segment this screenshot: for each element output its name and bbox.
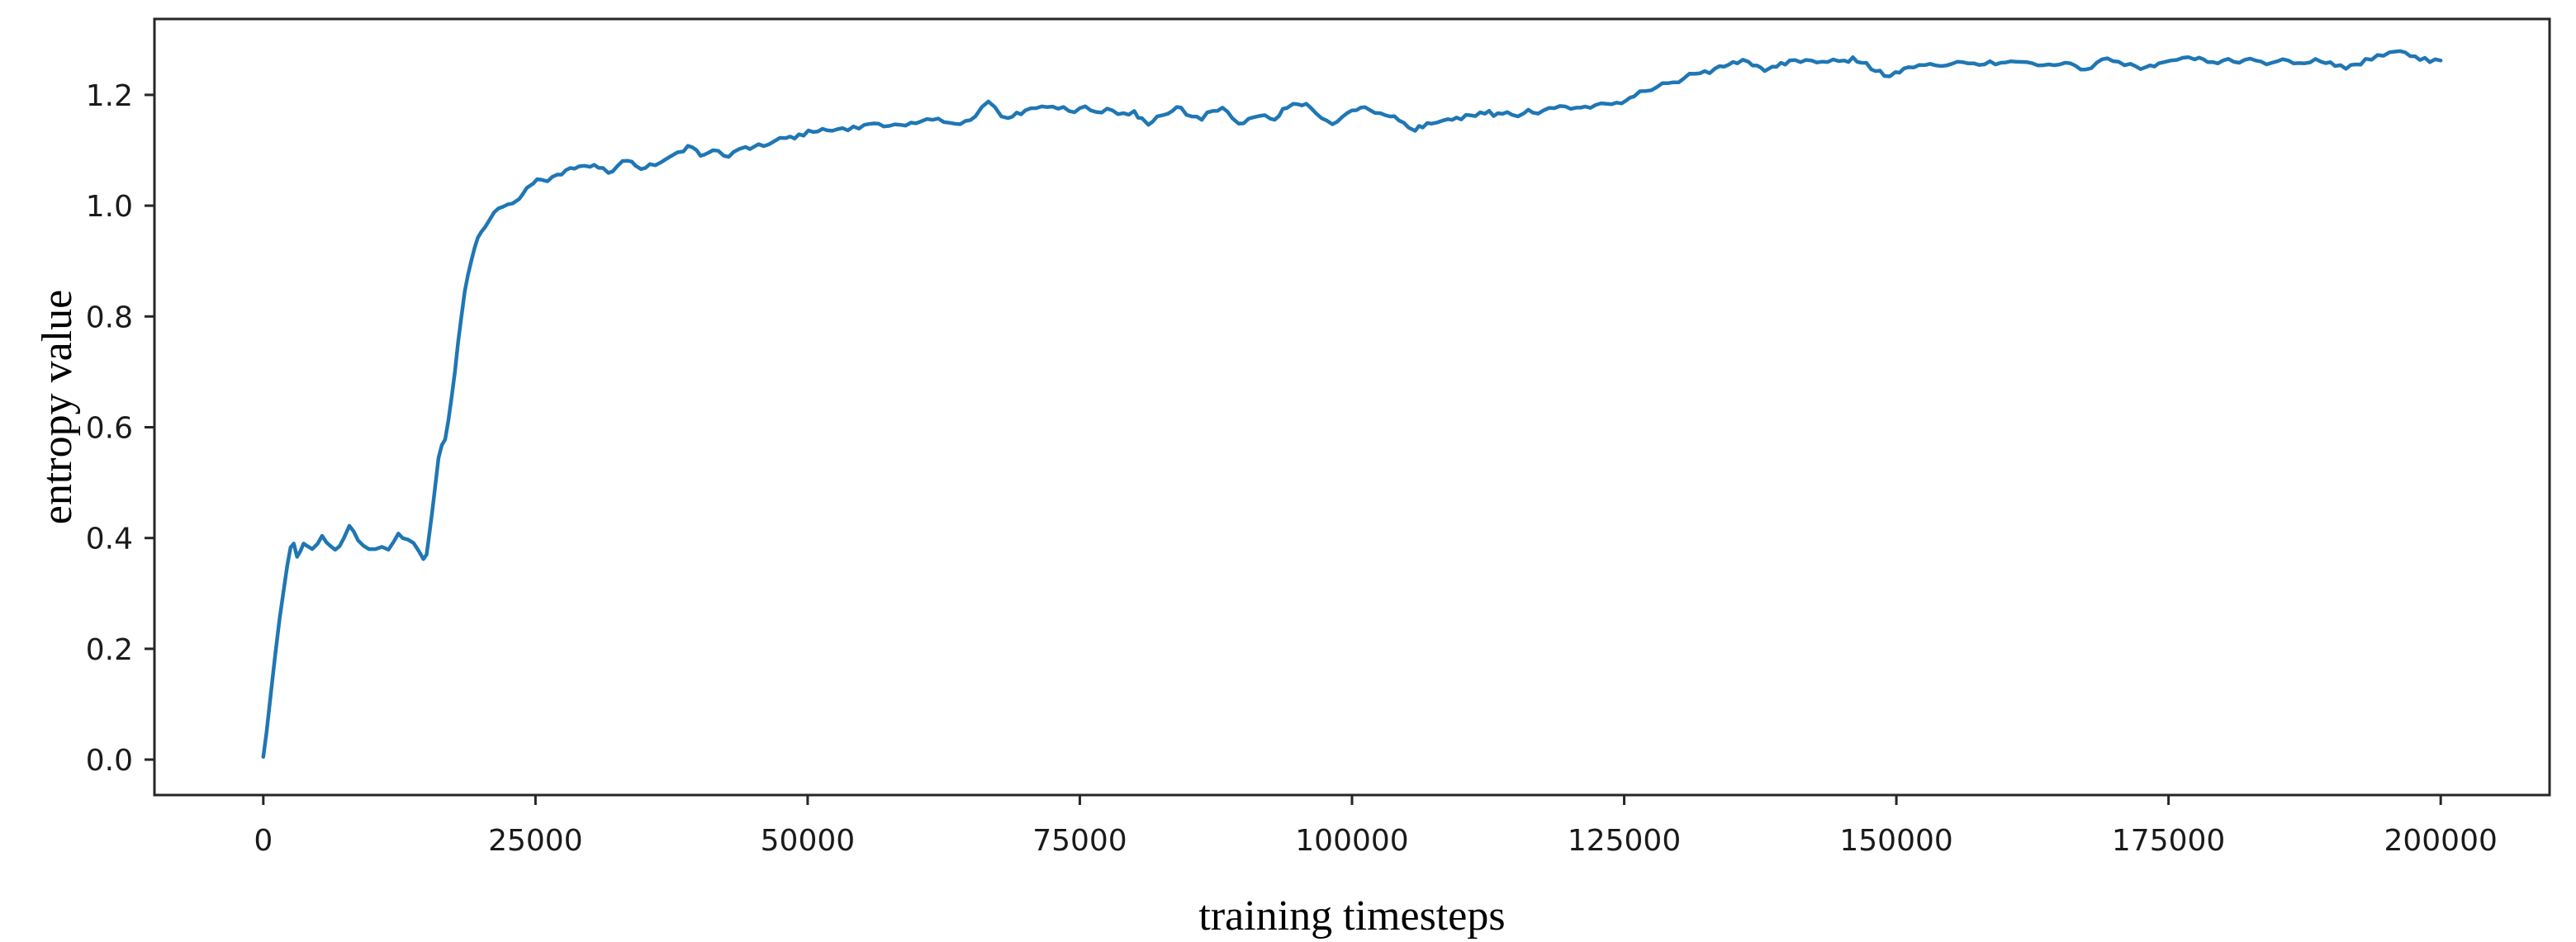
x-tick-label: 75000 bbox=[1032, 824, 1127, 858]
x-tick-label: 100000 bbox=[1295, 824, 1408, 858]
y-axis-ticks: 0.0 0.2 0.4 0.6 0.8 1.0 1.2 bbox=[86, 79, 154, 778]
y-tick-label: 0.4 bbox=[86, 523, 133, 556]
x-tick-label: 150000 bbox=[1839, 824, 1952, 858]
x-tick-label: 50000 bbox=[761, 824, 856, 858]
x-tick-label: 200000 bbox=[2384, 824, 2497, 858]
y-tick-label: 0.6 bbox=[86, 411, 133, 445]
x-tick-label: 125000 bbox=[1568, 824, 1681, 858]
x-axis-label: training timesteps bbox=[1198, 892, 1505, 940]
x-tick-label: 25000 bbox=[488, 824, 583, 858]
x-axis-ticks: 0 25000 50000 75000 100000 125000 150000 175000… bbox=[254, 795, 2498, 858]
x-tick-label: 175000 bbox=[2112, 824, 2225, 858]
y-tick-label: 1.0 bbox=[86, 190, 133, 224]
y-tick-label: 1.2 bbox=[86, 79, 133, 113]
y-tick-label: 0.0 bbox=[86, 744, 133, 778]
plot-border bbox=[153, 17, 2551, 797]
y-tick-label: 0.8 bbox=[86, 301, 133, 334]
series-line bbox=[261, 49, 2443, 759]
x-tick-label: 0 bbox=[254, 824, 273, 858]
plot-background bbox=[154, 19, 2550, 795]
y-tick-label: 0.2 bbox=[86, 633, 133, 667]
y-axis-label: entropy value bbox=[34, 290, 81, 524]
